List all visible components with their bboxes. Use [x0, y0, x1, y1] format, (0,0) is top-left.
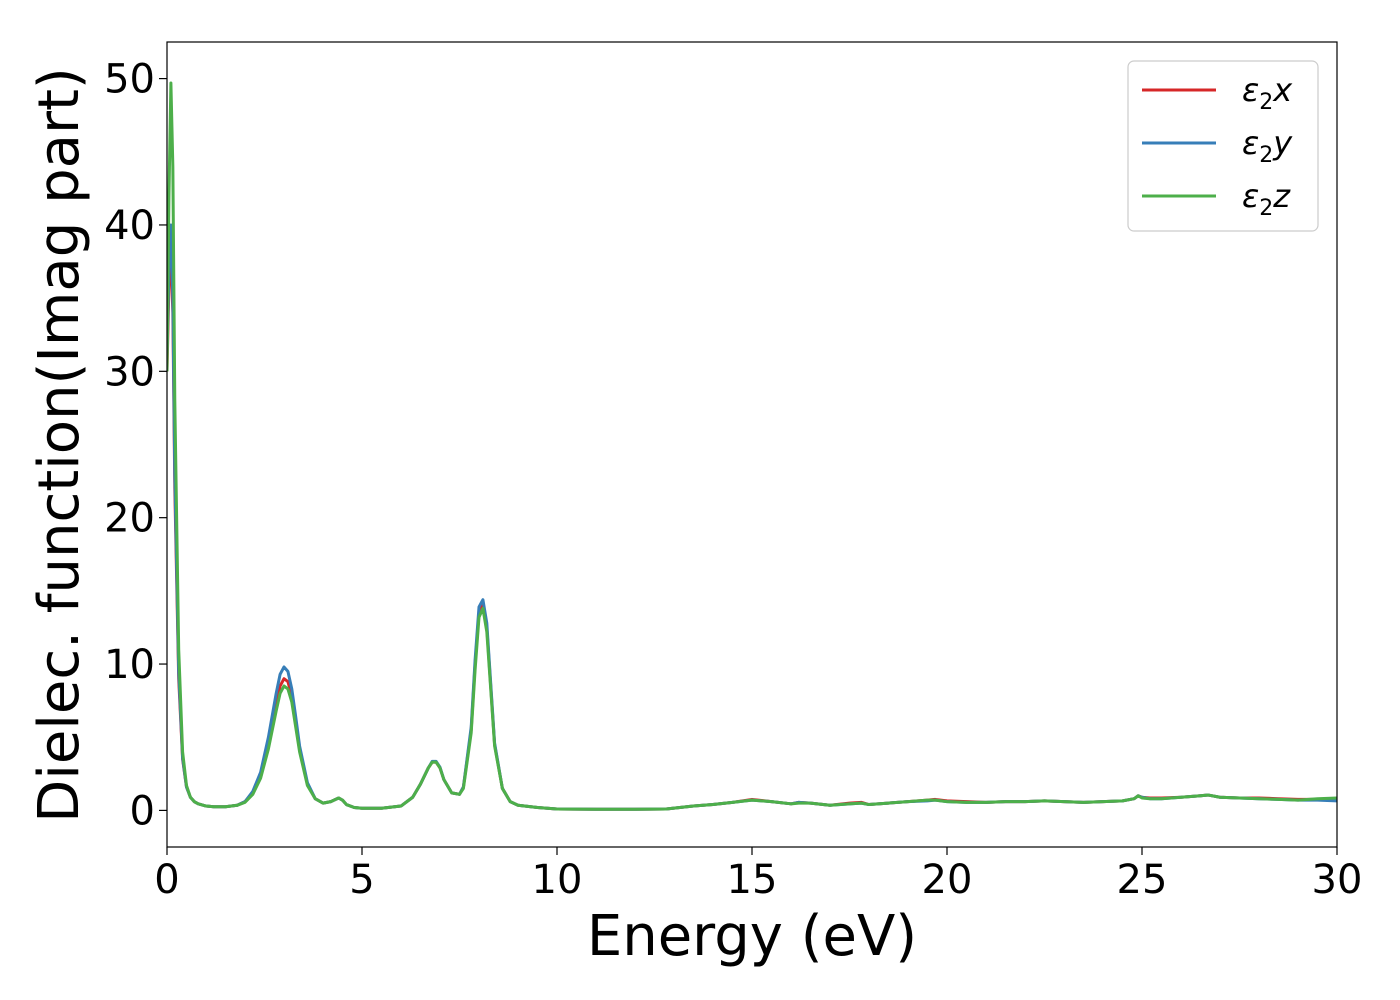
y-tick-label: 10 — [104, 642, 155, 688]
x-tick-label: 0 — [154, 857, 179, 903]
y-tick-label: 0 — [130, 788, 155, 834]
y-axis-ticks: 0 10 20 30 40 50 — [104, 57, 167, 834]
legend: ε2x ε2y ε2z — [1127, 60, 1319, 232]
x-tick-label: 5 — [349, 857, 374, 903]
y-tick-label: 40 — [104, 203, 155, 249]
y-axis-label: Dielec. function(Imag part) — [27, 67, 92, 823]
y-tick-label: 30 — [104, 349, 155, 395]
series-line-y — [167, 223, 1337, 811]
legend-label-y: ε2y — [1242, 124, 1293, 168]
legend-label-x: ε2x — [1242, 71, 1293, 115]
y-tick-label: 20 — [104, 496, 155, 542]
legend-label-z: ε2z — [1242, 177, 1291, 221]
series-line-x — [167, 252, 1337, 811]
x-axis-ticks: 0 5 10 15 20 25 30 — [154, 847, 1362, 903]
legend-items: ε2x ε2y ε2z — [1142, 71, 1293, 221]
legend-box — [1127, 60, 1319, 232]
y-tick-label: 50 — [104, 57, 155, 103]
x-axis-label: Energy (eV) — [587, 904, 917, 969]
x-tick-label: 20 — [922, 857, 973, 903]
series-line-z — [167, 81, 1337, 811]
series-lines — [167, 81, 1337, 811]
x-tick-label: 15 — [727, 857, 778, 903]
x-tick-label: 25 — [1117, 857, 1168, 903]
x-tick-label: 10 — [532, 857, 583, 903]
x-tick-label: 30 — [1312, 857, 1363, 903]
